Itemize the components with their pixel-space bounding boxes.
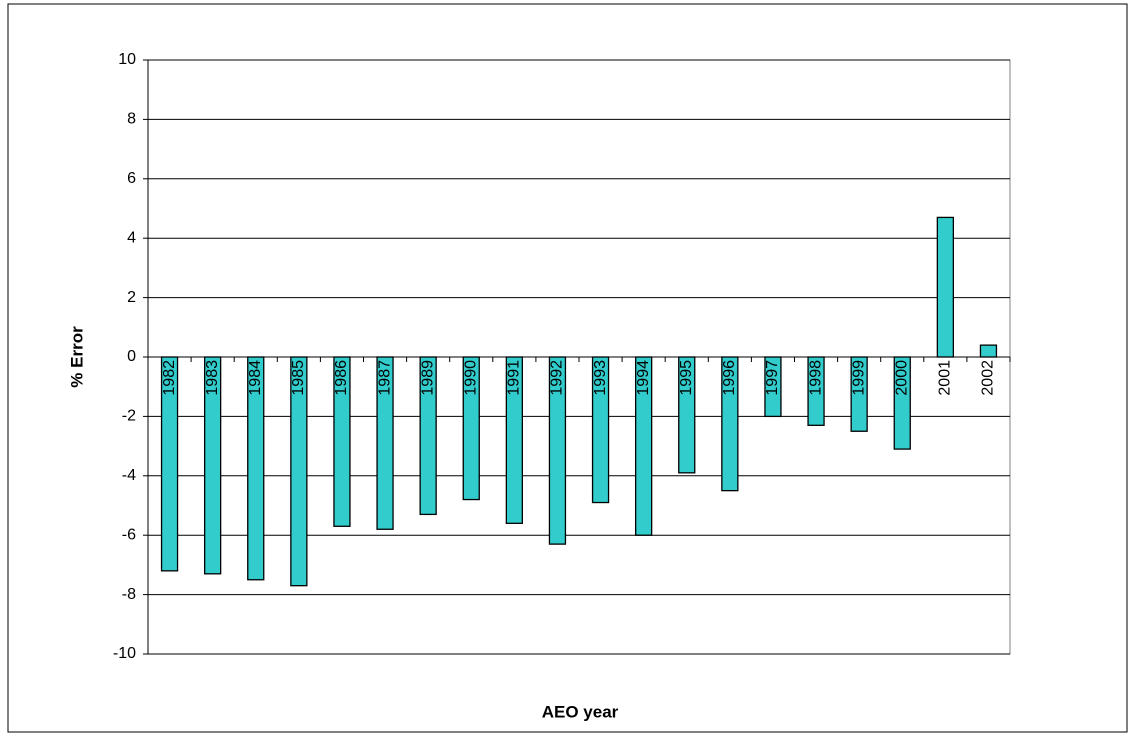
y-tick-label: 0 <box>127 348 136 365</box>
x-tick-label: 1997 <box>764 360 781 396</box>
x-tick-label: 1982 <box>161 360 178 396</box>
x-tick-label: 1985 <box>290 360 307 396</box>
x-tick-label: 2002 <box>980 360 997 396</box>
x-tick-label: 1995 <box>678 360 695 396</box>
y-tick-label: 10 <box>118 51 136 68</box>
y-tick-label: 8 <box>127 111 136 128</box>
x-tick-label: 1999 <box>850 360 867 396</box>
x-tick-label: 1983 <box>204 360 221 396</box>
y-tick-label: -6 <box>122 526 136 543</box>
x-axis-title: AEO year <box>542 702 619 721</box>
y-tick-label: 4 <box>127 229 136 246</box>
y-tick-label: 2 <box>127 289 136 306</box>
bar <box>936 216 954 358</box>
x-tick-label: 1994 <box>635 360 652 396</box>
x-tick-label: 1984 <box>247 360 264 396</box>
x-tick-label: 1987 <box>376 360 393 396</box>
x-tick-label: 1996 <box>721 360 738 396</box>
x-tick-label: 1993 <box>592 360 609 396</box>
x-tick-label: 2000 <box>893 360 910 396</box>
y-tick-label: -2 <box>122 408 136 425</box>
x-tick-label: 1991 <box>506 360 523 396</box>
y-tick-label: -8 <box>122 586 136 603</box>
bar <box>979 344 998 358</box>
x-tick-label: 1990 <box>462 360 479 396</box>
y-tick-label: -4 <box>122 467 136 484</box>
x-tick-label: 1989 <box>419 360 436 396</box>
y-tick-label: -10 <box>113 645 136 662</box>
x-tick-label: 1998 <box>807 360 824 396</box>
x-tick-label: 1992 <box>549 360 566 396</box>
x-tick-label: 1986 <box>333 360 350 396</box>
y-axis-title: % Error <box>67 326 86 388</box>
y-tick-label: 6 <box>127 170 136 187</box>
x-tick-label: 2001 <box>937 360 954 396</box>
